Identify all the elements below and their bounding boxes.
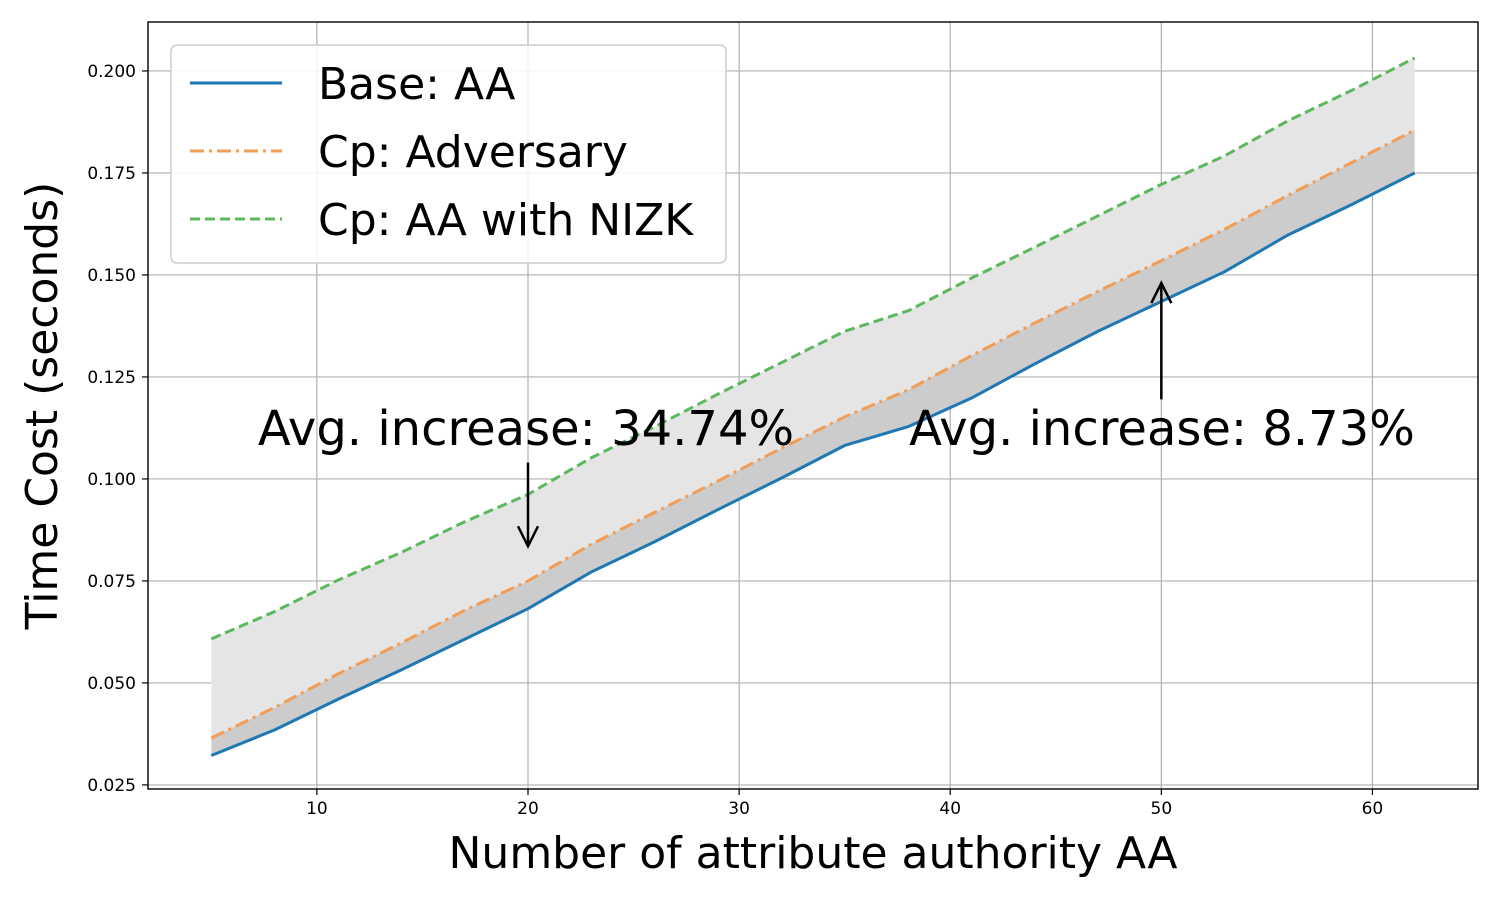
annotations: Avg. increase: 34.74% Avg. increase: 8.73… [258, 280, 1415, 550]
legend-label-1: Cp: Adversary [318, 127, 628, 178]
y-tick-label: 0.075 [87, 572, 136, 592]
x-axis-label: Number of attribute authority AA [449, 828, 1178, 879]
y-tick-label: 0.175 [87, 164, 136, 184]
y-axis-label: Time Cost (seconds) [17, 182, 68, 631]
annotation-text: Avg. increase: 34.74% [258, 401, 794, 457]
series-line-1 [210, 128, 1416, 740]
x-tick-label: 40 [939, 799, 961, 819]
plot-frame [147, 21, 1479, 790]
fill-regions [211, 57, 1415, 756]
legend-label-0: Base: AA [318, 59, 515, 110]
y-tick-label: 0.150 [87, 266, 136, 286]
legend: Base: AA Cp: Adversary Cp: AA with NIZK [170, 44, 727, 264]
annotation-arrow-head [516, 525, 540, 550]
x-tick-label: 30 [728, 799, 750, 819]
series-line-2 [210, 56, 1416, 641]
y-tick-label: 0.100 [87, 470, 136, 490]
x-tick-label: 20 [517, 799, 539, 819]
series-lines [210, 56, 1416, 757]
x-tick-label: 60 [1362, 799, 1384, 819]
legend-box [170, 44, 727, 264]
axis-ticks: 10 20 30 40 50 60 0.025 0.050 0.075 0.100 0.125 0.1… [87, 62, 1383, 819]
y-tick-label: 0.050 [87, 674, 136, 694]
y-tick-label: 0.200 [87, 62, 136, 82]
annotation-text: Avg. increase: 8.73% [909, 401, 1415, 457]
fill-band [211, 130, 1415, 756]
y-tick-label: 0.125 [87, 368, 136, 388]
fill-band [211, 57, 1415, 739]
x-tick-label: 50 [1151, 799, 1173, 819]
series-line-0 [210, 171, 1416, 757]
x-tick-label: 10 [306, 799, 328, 819]
annotation-arrow-head [1150, 280, 1173, 304]
legend-label-2: Cp: AA with NIZK [318, 195, 694, 246]
y-tick-label: 0.025 [87, 776, 136, 796]
